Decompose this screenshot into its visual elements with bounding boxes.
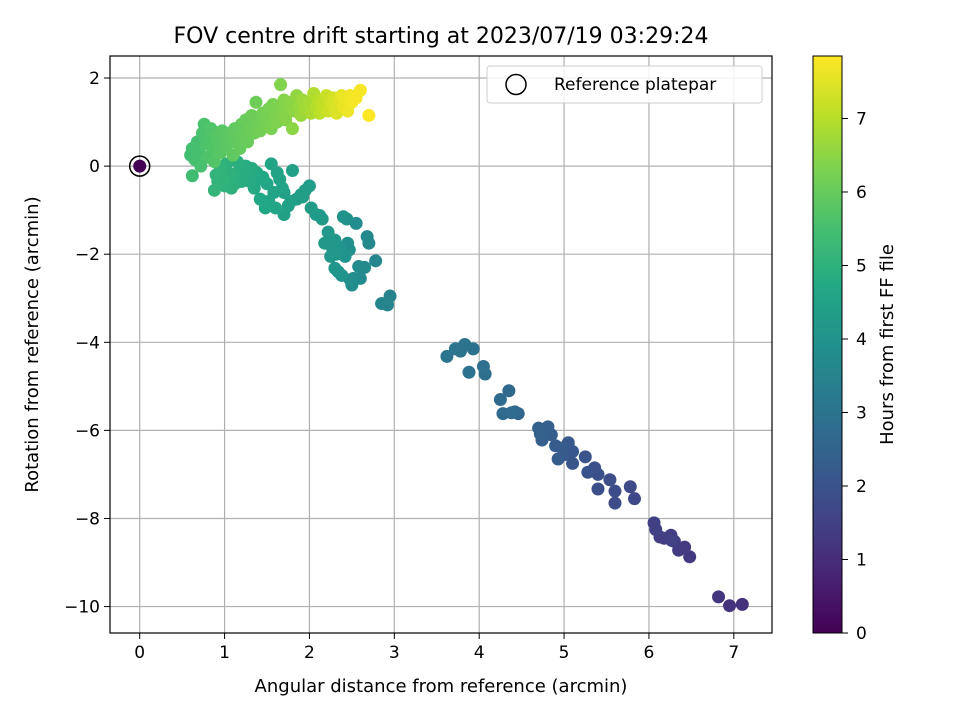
data-point-48 xyxy=(440,349,454,363)
colorbar-tick-label: 0 xyxy=(856,624,867,644)
data-point-22 xyxy=(578,450,592,464)
legend-box xyxy=(486,65,763,104)
data-point-86 xyxy=(285,164,299,178)
data-point-123 xyxy=(207,183,221,197)
x-tick-label: 1 xyxy=(219,643,230,663)
data-point-51 xyxy=(375,297,389,311)
data-point-3 xyxy=(683,550,697,564)
colorbar-label: Hours from first FF file xyxy=(877,244,898,445)
data-point-1 xyxy=(723,599,737,613)
y-tick-label: −10 xyxy=(64,598,100,618)
legend-label-reference: Reference platepar xyxy=(554,75,716,95)
data-point-124 xyxy=(185,169,199,183)
data-point-15 xyxy=(608,496,622,510)
data-point-29 xyxy=(549,439,563,453)
data-point-173 xyxy=(279,113,293,127)
data-point-176 xyxy=(285,122,299,136)
colorbar-tick-label: 1 xyxy=(856,550,867,570)
x-axis-label: Angular distance from reference (arcmin) xyxy=(255,676,628,697)
data-point-47 xyxy=(448,342,462,356)
data-point-74 xyxy=(324,249,338,263)
data-point-71 xyxy=(328,261,342,275)
y-tick-label: 0 xyxy=(89,157,100,177)
data-point-23 xyxy=(566,456,580,470)
colorbar-tick-label: 2 xyxy=(856,477,867,497)
data-point-206 xyxy=(362,108,376,122)
data-point-11 xyxy=(647,516,661,530)
scatter-points xyxy=(184,78,749,613)
colorbar-tick-label: 7 xyxy=(856,109,867,129)
y-axis-ticks: −10 −8 −6 −4 −2 0 2 xyxy=(64,69,110,618)
colorbar-tick-label: 3 xyxy=(856,403,867,423)
data-point-14 xyxy=(623,480,637,494)
data-point-54 xyxy=(360,230,374,244)
x-tick-label: 2 xyxy=(304,643,315,663)
data-point-0 xyxy=(735,597,749,611)
data-point-130 xyxy=(194,159,208,173)
data-point-17 xyxy=(603,473,617,487)
data-point-44 xyxy=(462,365,476,379)
data-point-42 xyxy=(476,360,490,374)
x-tick-label: 0 xyxy=(134,643,145,663)
data-point-12 xyxy=(665,534,679,548)
data-point-122 xyxy=(209,168,223,182)
colorbar-tick-label: 4 xyxy=(856,330,867,350)
colorbar-gradient xyxy=(812,55,843,634)
data-point-205 xyxy=(353,83,367,97)
colorbar-ticks: 0 1 2 3 4 5 6 7 xyxy=(842,109,867,644)
y-tick-label: −8 xyxy=(75,509,100,529)
x-tick-label: 3 xyxy=(389,643,400,663)
data-point-52 xyxy=(369,254,383,268)
x-tick-label: 5 xyxy=(559,643,570,663)
reference-point-fill xyxy=(133,159,147,173)
data-point-34 xyxy=(532,421,546,435)
x-tick-label: 6 xyxy=(644,643,655,663)
legend: Reference platepar xyxy=(486,65,763,104)
y-tick-label: 2 xyxy=(89,69,100,89)
y-tick-label: −6 xyxy=(75,421,100,441)
data-point-13 xyxy=(628,492,642,506)
reference-point-layer xyxy=(128,155,151,177)
y-tick-label: −2 xyxy=(75,245,100,265)
reference-point-ring xyxy=(128,155,151,177)
data-point-66 xyxy=(336,210,350,224)
colorbar-tick-label: 5 xyxy=(856,256,867,276)
colorbar-tick-label: 6 xyxy=(856,183,867,203)
colorbar: 0 1 2 3 4 5 6 7 Hours from first FF file xyxy=(812,55,898,644)
chart-title: FOV centre drift starting at 2023/07/19 … xyxy=(174,24,709,49)
data-point-57 xyxy=(352,260,366,274)
data-point-18 xyxy=(591,482,605,496)
data-point-28 xyxy=(551,452,565,466)
legend-marker-reference xyxy=(505,73,527,96)
grid-lines xyxy=(110,56,772,633)
data-point-158 xyxy=(249,95,263,109)
data-point-21 xyxy=(581,465,595,479)
data-point-39 xyxy=(493,393,507,407)
x-axis-ticks: 0 1 2 3 4 5 6 7 xyxy=(134,633,739,663)
data-point-76 xyxy=(318,236,332,250)
data-point-96 xyxy=(264,157,278,171)
data-point-101 xyxy=(253,192,267,206)
data-point-16 xyxy=(608,484,622,498)
x-tick-label: 4 xyxy=(474,643,485,663)
data-point-170 xyxy=(274,78,288,92)
data-point-2 xyxy=(712,590,726,604)
data-point-40 xyxy=(504,406,518,420)
data-point-37 xyxy=(502,384,516,398)
data-point-80 xyxy=(304,201,318,215)
data-point-154 xyxy=(240,135,254,149)
y-tick-label: −4 xyxy=(75,333,100,353)
y-axis-label: Rotation from reference (arcmin) xyxy=(22,196,43,492)
x-tick-label: 7 xyxy=(728,643,739,663)
data-point-75 xyxy=(321,225,335,239)
plot-frame xyxy=(109,55,773,634)
